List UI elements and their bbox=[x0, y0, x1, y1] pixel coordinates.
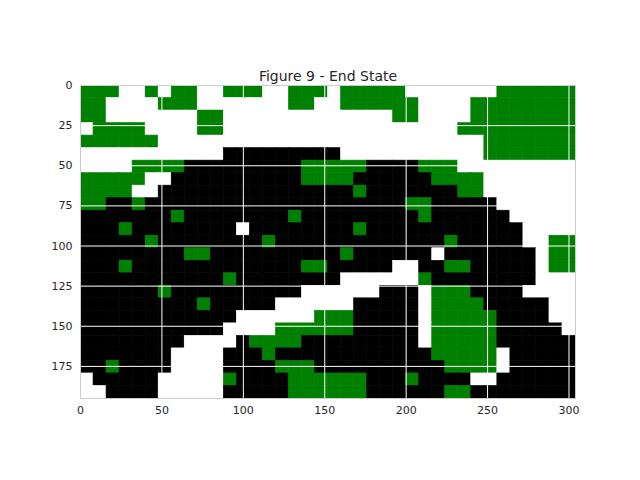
svg-text:250: 250 bbox=[477, 404, 498, 417]
svg-text:300: 300 bbox=[558, 404, 579, 417]
svg-text:100: 100 bbox=[52, 240, 73, 253]
svg-text:50: 50 bbox=[155, 404, 169, 417]
svg-text:150: 150 bbox=[314, 404, 335, 417]
svg-text:100: 100 bbox=[233, 404, 254, 417]
svg-text:25: 25 bbox=[59, 119, 73, 132]
svg-text:75: 75 bbox=[59, 199, 73, 212]
svg-text:50: 50 bbox=[59, 159, 73, 172]
svg-text:0: 0 bbox=[77, 404, 84, 417]
svg-text:Figure 9 - End State: Figure 9 - End State bbox=[259, 68, 397, 84]
svg-text:0: 0 bbox=[66, 79, 73, 92]
svg-text:200: 200 bbox=[396, 404, 417, 417]
svg-text:175: 175 bbox=[52, 360, 73, 373]
svg-text:150: 150 bbox=[52, 320, 73, 333]
svg-text:125: 125 bbox=[52, 280, 73, 293]
